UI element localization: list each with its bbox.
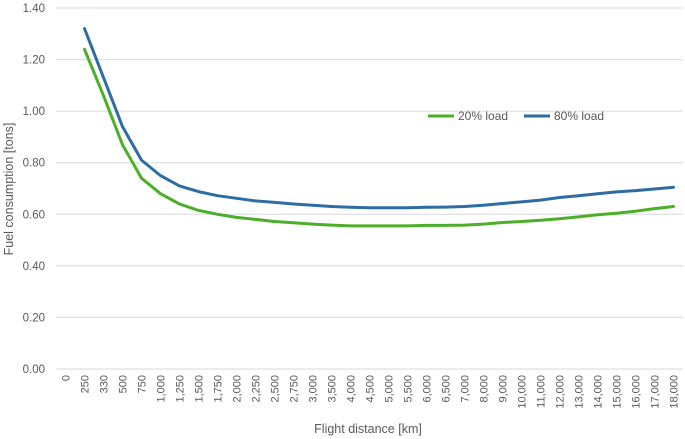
- y-tick-labels: 0.00 0.20 0.40 0.60 0.80 1.00 1.20 1.40: [23, 3, 45, 376]
- x-tick-label: 1,750: [213, 375, 225, 403]
- gridlines: [56, 7, 683, 370]
- y-tick-label: 1.40: [23, 3, 45, 15]
- legend: 20% load 80% load: [428, 109, 604, 123]
- series-lines: [83, 27, 675, 228]
- x-tick-label: 15,000: [612, 375, 624, 409]
- x-tick-label: 3,500: [327, 375, 339, 403]
- x-tick-label: 3,000: [308, 375, 320, 403]
- y-tick-label: 0.60: [23, 209, 45, 221]
- x-tick-label: 250: [80, 375, 92, 393]
- x-tick-label: 750: [137, 375, 149, 393]
- x-axis-title: Flight distance [km]: [314, 422, 422, 436]
- x-tick-label: 5,000: [384, 375, 396, 403]
- y-tick-label: 0.40: [23, 261, 45, 273]
- x-tick-label: 330: [99, 375, 111, 393]
- x-tick-label: 4,500: [365, 375, 377, 403]
- x-tick-label: 12,000: [555, 375, 567, 409]
- x-tick-label: 6,000: [422, 375, 434, 403]
- x-tick-label: 11,000: [536, 375, 548, 408]
- y-tick-label: 1.20: [23, 55, 45, 67]
- legend-label-80-load: 80% load: [554, 109, 604, 123]
- x-tick-label: 10,000: [517, 375, 529, 409]
- legend-label-20-load: 20% load: [458, 109, 508, 123]
- y-tick-label: 0.00: [23, 364, 45, 376]
- x-tick-label: 4,000: [346, 375, 358, 403]
- x-tick-label: 500: [118, 375, 130, 393]
- x-tick-label: 2,250: [251, 375, 263, 403]
- x-tick-label: 2,000: [232, 375, 244, 403]
- x-tick-label: 9,000: [498, 375, 510, 403]
- x-tick-label: 17,000: [650, 375, 662, 409]
- x-tick-label: 1,250: [175, 375, 187, 403]
- series-line-20-load: [83, 47, 675, 228]
- y-tick-label: 0.80: [23, 158, 45, 170]
- x-tick-label: 0: [61, 375, 73, 381]
- y-axis-title: Fuel consumption [tons]: [2, 123, 16, 256]
- x-tick-label: 8,000: [479, 375, 491, 403]
- x-tick-label: 7,000: [460, 375, 472, 403]
- series-line-80-load: [83, 27, 675, 210]
- x-tick-label: 18,000: [669, 375, 681, 409]
- x-tick-label: 1,000: [156, 375, 168, 403]
- x-tick-label: 14,000: [593, 375, 605, 409]
- x-tick-label: 1,500: [194, 375, 206, 403]
- x-tick-label: 2,500: [270, 375, 282, 403]
- x-tick-label: 16,000: [631, 375, 643, 409]
- y-tick-label: 0.20: [23, 312, 45, 324]
- x-tick-labels: 0 250 330 500 750 1,000 1,250 1,500 1,750 2,000 2,…: [61, 375, 681, 409]
- x-tick-label: 13,000: [574, 375, 586, 409]
- y-tick-label: 1.00: [23, 106, 45, 118]
- x-tick-label: 2,750: [289, 375, 301, 403]
- x-tick-label: 6,500: [441, 375, 453, 403]
- x-tick-label: 5,500: [403, 375, 415, 403]
